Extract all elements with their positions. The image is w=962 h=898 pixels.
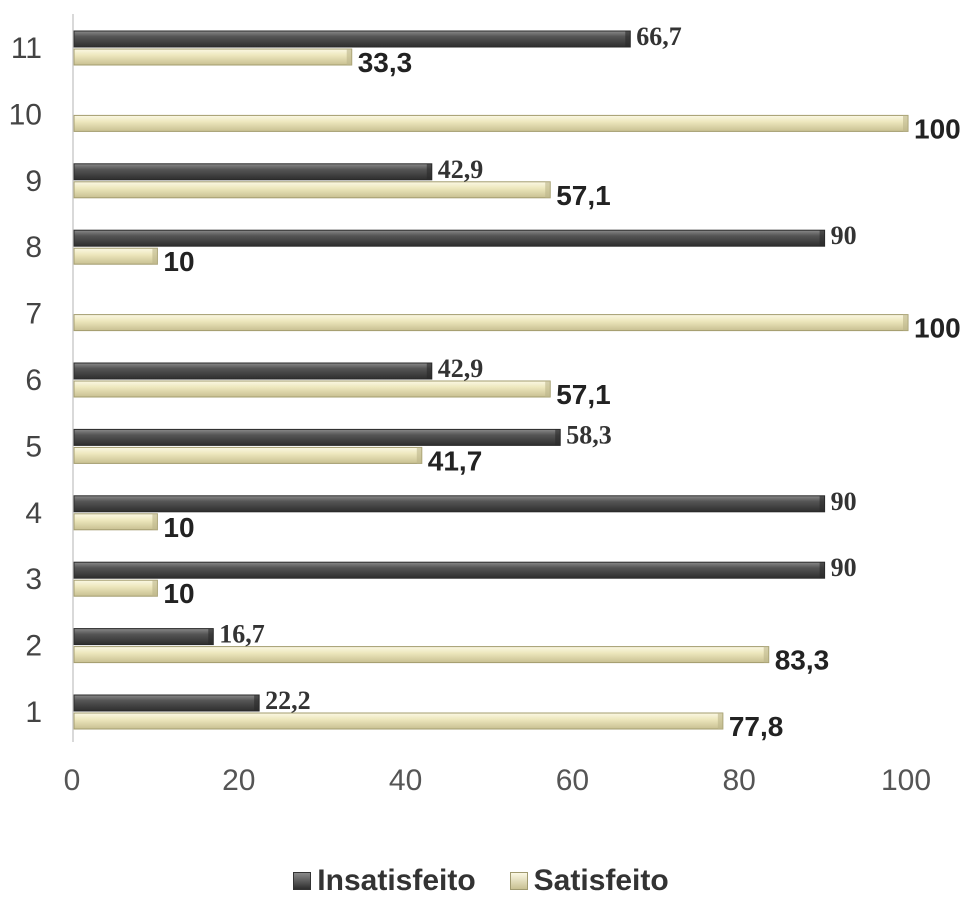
data-label-insatisfeito: 66,7 [636,22,682,51]
data-label-satisfeito: 41,7 [428,445,483,476]
bar-satisfeito [73,114,909,132]
bar-end-cap [426,363,432,379]
bar-insatisfeito [73,30,631,48]
bar-end-cap [426,163,432,180]
bar-end-cap [625,31,631,47]
bar-satisfeito [73,712,724,730]
data-label-insatisfeito: 22,2 [265,686,311,715]
legend-swatch-insatisfeito [293,872,312,890]
category-label: 6 [25,364,42,397]
bar-end-cap [717,713,723,729]
bar-end-cap [903,314,908,331]
x-tick-label: 20 [222,764,255,797]
bar-end-cap [152,580,158,597]
x-tick-label: 100 [881,764,931,797]
data-label-satisfeito: 57,1 [556,379,611,410]
bar-insatisfeito [73,229,826,247]
bar-satisfeito [73,380,551,398]
legend-item-insatisfeito: Insatisfeito [293,864,476,898]
data-label-insatisfeito: 90 [831,487,857,516]
bar-insatisfeito [73,163,433,181]
bar-satisfeito [73,48,353,66]
bar-end-cap [208,628,214,645]
bar-satisfeito [73,446,423,464]
data-label-satisfeito: 77,8 [729,711,784,742]
data-label-insatisfeito: 58,3 [566,420,612,449]
bar-end-cap [152,513,158,530]
x-tick-label: 40 [389,764,422,797]
bar-end-cap [416,447,422,464]
data-label-insatisfeito: 16,7 [219,620,265,649]
data-label-satisfeito: 57,1 [556,180,611,211]
bar-end-cap [903,115,908,132]
category-label: 10 [9,98,42,131]
legend-label-satisfeito: Satisfeito [533,864,669,897]
bar-insatisfeito [73,428,561,446]
x-tick-label: 60 [556,764,589,797]
data-label-insatisfeito: 90 [831,553,857,582]
bar-satisfeito [73,314,909,332]
data-label-satisfeito: 100 [914,313,961,344]
bar-end-cap [254,695,260,711]
category-label: 11 [11,32,42,65]
bar-end-cap [763,646,769,663]
bar-insatisfeito [73,694,260,712]
bar-insatisfeito [73,561,826,579]
category-label: 3 [25,563,42,596]
category-label: 1 [25,696,42,729]
bar-end-cap [819,562,825,579]
category-label: 7 [25,298,42,331]
bar-end-cap [545,181,551,198]
data-label-satisfeito: 100 [914,113,961,144]
x-tick-label: 80 [723,764,756,797]
bar-satisfeito [73,646,770,664]
bar-end-cap [819,230,825,247]
bar-end-cap [819,495,825,512]
legend-item-satisfeito: Satisfeito [509,864,669,898]
data-label-insatisfeito: 90 [831,221,857,250]
bar-end-cap [555,429,561,446]
category-label: 4 [25,497,42,530]
bar-insatisfeito [73,628,214,646]
bar-end-cap [545,381,551,397]
bar-insatisfeito [73,362,433,380]
legend-swatch-satisfeito [509,872,528,890]
bar-satisfeito [73,513,158,531]
data-label-satisfeito: 10 [163,512,194,543]
data-label-insatisfeito: 42,9 [438,354,484,383]
bar-satisfeito [73,247,158,265]
data-label-satisfeito: 83,3 [775,645,830,676]
legend-label-insatisfeito: Insatisfeito [317,864,476,897]
legend: Insatisfeito Satisfeito [0,864,962,898]
category-label: 5 [25,430,42,463]
data-label-satisfeito: 10 [163,246,194,277]
bar-end-cap [346,49,352,65]
category-label: 8 [25,231,42,264]
bar-chart: 1 2 3 4 5 6 7 8 9 10 11 22,2 77,8 16,7 83,3 90 10 90 10 58… [9,14,961,797]
bar-insatisfeito [73,495,826,513]
bar-end-cap [152,248,158,265]
data-label-satisfeito: 33,3 [358,47,413,78]
data-label-satisfeito: 10 [163,578,194,609]
bar-satisfeito [73,181,551,199]
x-tick-label: 0 [64,764,81,797]
category-label: 9 [25,165,42,198]
data-label-insatisfeito: 42,9 [438,155,484,184]
category-label: 2 [25,630,42,663]
bar-satisfeito [73,579,158,597]
